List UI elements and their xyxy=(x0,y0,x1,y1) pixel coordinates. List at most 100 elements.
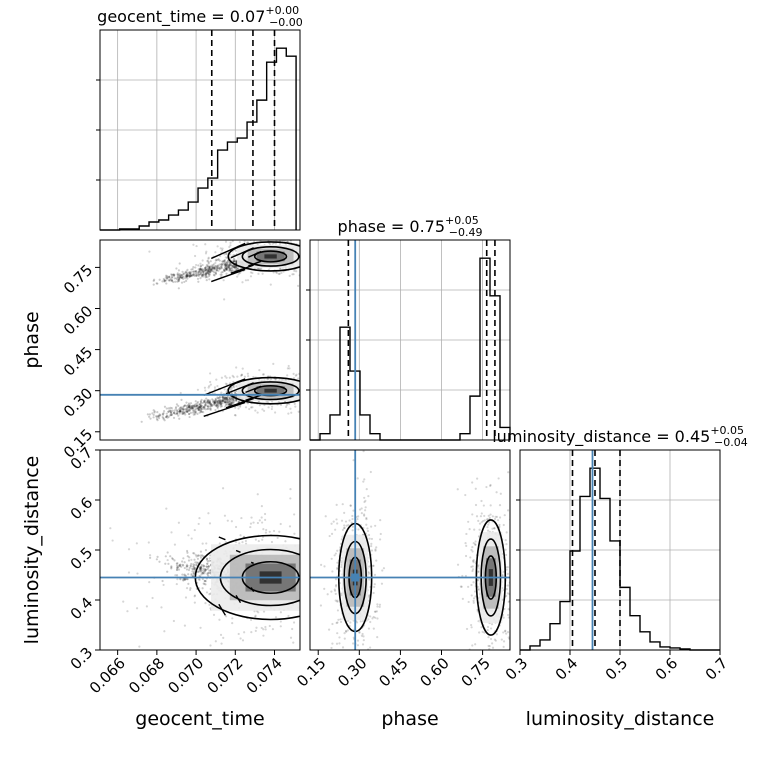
sample-point xyxy=(166,551,169,554)
sample-point xyxy=(351,517,354,521)
sample-point xyxy=(292,641,295,644)
sample-point xyxy=(185,274,188,277)
sample-point xyxy=(179,406,183,409)
panel-frame xyxy=(99,239,301,441)
sample-point xyxy=(230,264,233,267)
title-base: geocent_time = 0.07 xyxy=(97,7,265,27)
sample-point xyxy=(208,384,211,388)
sample-point xyxy=(489,484,492,487)
sample-point xyxy=(166,570,169,573)
sample-point xyxy=(311,231,313,233)
sample-point xyxy=(215,400,219,403)
x-tick-label: 0.074 xyxy=(243,654,286,697)
sample-point xyxy=(221,398,224,401)
sample-point xyxy=(274,616,278,619)
sample-point xyxy=(204,271,208,275)
sample-point xyxy=(319,569,321,571)
sample-point xyxy=(165,412,168,415)
sample-point xyxy=(207,386,210,389)
sample-point xyxy=(305,247,307,249)
sample-point xyxy=(205,274,208,277)
sample-point xyxy=(177,521,180,524)
sample-point xyxy=(504,651,506,653)
sample-point xyxy=(231,268,234,272)
sample-point xyxy=(258,234,260,236)
sample-point xyxy=(232,260,236,263)
sample-point xyxy=(356,518,359,521)
sample-point xyxy=(287,614,290,618)
sample-point xyxy=(237,273,240,276)
sample-point xyxy=(199,410,202,413)
sample-point xyxy=(246,279,250,282)
sample-point xyxy=(230,398,233,401)
sample-point xyxy=(311,253,313,255)
sample-point xyxy=(311,395,313,397)
sample-point xyxy=(199,409,202,412)
sample-point xyxy=(196,554,200,557)
sample-point xyxy=(300,380,302,382)
sample-point xyxy=(232,399,235,402)
contour-line xyxy=(218,603,227,616)
sample-point xyxy=(323,265,325,267)
sample-point xyxy=(204,270,207,273)
sample-point xyxy=(197,522,200,526)
sample-point xyxy=(359,620,362,623)
sample-point xyxy=(474,595,477,598)
sample-point xyxy=(155,558,158,561)
sample-point xyxy=(230,388,233,392)
sample-point xyxy=(214,264,217,267)
sample-point xyxy=(202,565,205,568)
sample-point xyxy=(179,410,182,413)
sample-point xyxy=(193,594,197,597)
sample-point xyxy=(180,273,183,277)
sample-point xyxy=(366,527,369,530)
sample-point xyxy=(267,235,269,237)
sample-point xyxy=(217,397,220,400)
sample-point xyxy=(212,267,216,270)
sample-point xyxy=(218,263,221,266)
sample-point xyxy=(208,401,212,404)
sample-point xyxy=(200,569,203,572)
sample-point xyxy=(334,592,337,595)
sample-point xyxy=(252,521,255,524)
sample-point xyxy=(486,529,490,532)
sample-point xyxy=(211,403,214,406)
sample-point xyxy=(482,504,485,507)
sample-point xyxy=(336,599,339,602)
sample-point xyxy=(279,403,283,406)
sample-point xyxy=(198,268,201,271)
sample-point xyxy=(497,693,499,695)
sample-point xyxy=(170,274,173,277)
sample-point xyxy=(198,568,201,572)
sample-point xyxy=(207,512,210,515)
sample-point xyxy=(192,273,196,277)
sample-point xyxy=(212,273,216,276)
sample-point xyxy=(488,644,491,648)
sample-point xyxy=(302,551,304,553)
sample-point xyxy=(471,565,474,568)
sample-point xyxy=(206,271,209,274)
sample-point xyxy=(305,381,307,383)
sample-point xyxy=(227,402,231,406)
sample-point xyxy=(175,412,178,415)
sample-point xyxy=(192,270,195,273)
sample-point xyxy=(268,624,271,628)
sample-point xyxy=(187,534,190,537)
sample-point xyxy=(195,555,198,558)
sample-point xyxy=(237,632,240,636)
sample-point xyxy=(202,406,205,409)
sample-point xyxy=(169,277,172,281)
sample-point xyxy=(219,405,222,408)
x-axis-label-geocent_time: geocent_time xyxy=(135,708,264,730)
sample-point xyxy=(486,625,490,629)
sample-point xyxy=(192,404,196,408)
sample-point xyxy=(231,617,234,620)
sample-point xyxy=(224,263,227,266)
sample-point xyxy=(471,513,474,516)
sample-point xyxy=(193,274,196,278)
sample-point xyxy=(315,538,317,540)
sample-point xyxy=(207,401,211,404)
sample-point xyxy=(176,412,179,416)
sample-point xyxy=(199,554,202,557)
sample-point xyxy=(200,273,203,276)
